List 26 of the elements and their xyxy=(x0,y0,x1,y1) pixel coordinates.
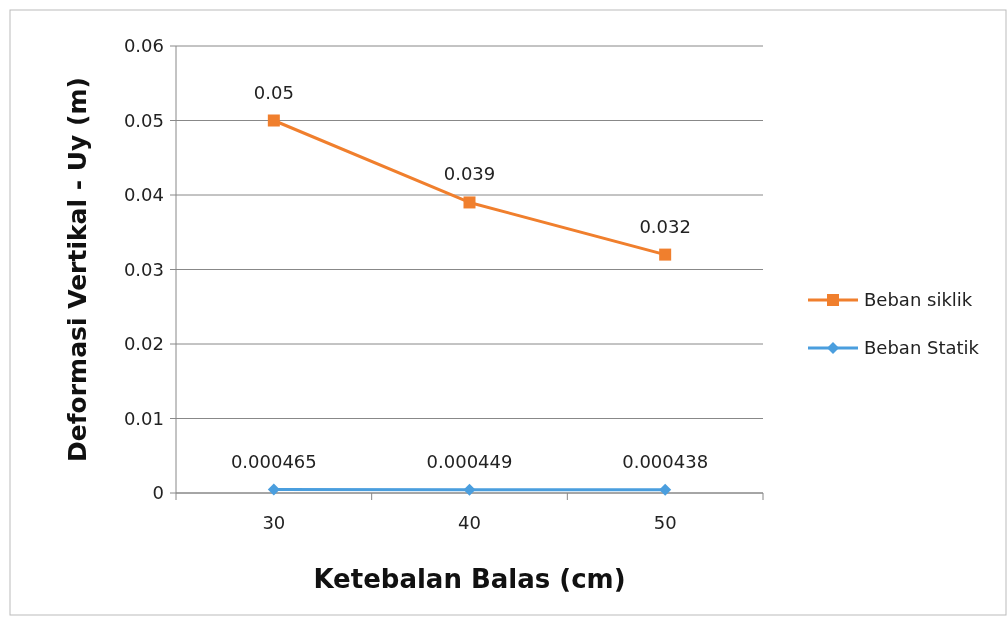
x-tick-label: 40 xyxy=(458,512,481,533)
data-label: 0.000449 xyxy=(426,450,513,472)
point xyxy=(659,248,672,261)
y-tick-label: 0.03 xyxy=(123,258,164,280)
data-label: 0.000438 xyxy=(622,450,709,472)
y-tick-label: 0.06 xyxy=(123,35,164,57)
y-tick-label: 0.01 xyxy=(123,407,164,429)
point xyxy=(463,196,476,209)
x-tick-label: 30 xyxy=(262,512,286,533)
y-tick-label: 0 xyxy=(152,482,164,504)
data-label: 0.039 xyxy=(443,163,496,185)
legend-label: Beban Statik xyxy=(864,337,980,359)
point xyxy=(267,114,280,127)
point xyxy=(267,483,280,496)
y-tick-label: 0.02 xyxy=(123,333,164,355)
y-axis-title: Deformasi Vertikal - Uy (m) xyxy=(63,77,92,462)
y-tick-label: 0.05 xyxy=(123,109,164,131)
point xyxy=(659,483,672,496)
data-label: 0.000465 xyxy=(230,450,317,472)
data-label: 0.032 xyxy=(639,215,691,237)
x-tick-label: 50 xyxy=(653,512,677,533)
x-axis-title: Ketebalan Balas (cm) xyxy=(313,564,626,594)
legend-label: Beban siklik xyxy=(864,289,973,311)
point xyxy=(463,483,476,496)
data-label: 0.05 xyxy=(253,81,294,103)
y-tick-label: 0.04 xyxy=(123,184,164,206)
